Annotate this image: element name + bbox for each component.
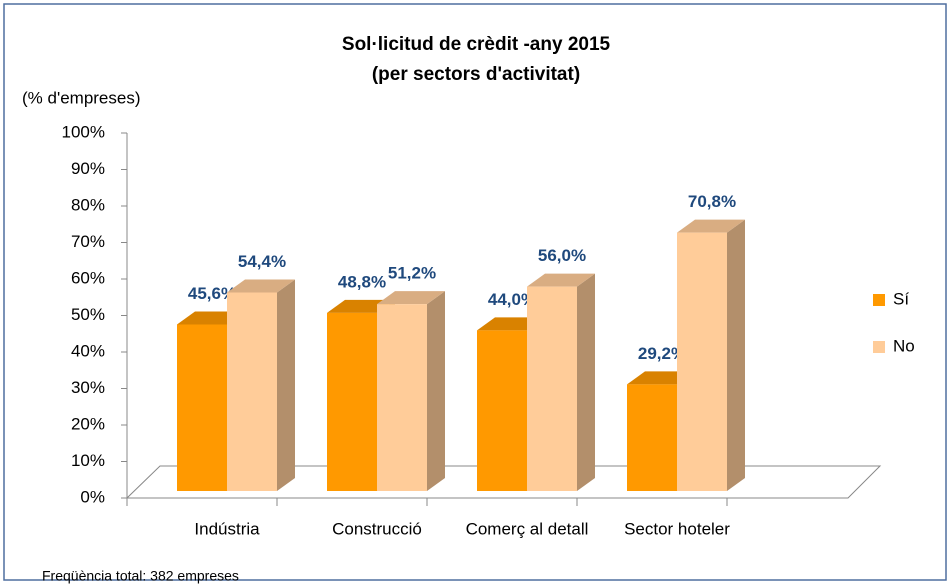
bar-side <box>277 279 295 491</box>
value-label: 45,6% <box>188 284 236 303</box>
bar-front <box>627 384 677 491</box>
x-tick-label: Sector hoteler <box>624 519 730 538</box>
chart-title: Sol·licitud de crèdit -any 2015 <box>342 34 611 55</box>
value-label: 51,2% <box>388 264 436 283</box>
y-tick-label: 60% <box>71 268 105 287</box>
bar-side <box>577 273 595 491</box>
legend-swatch <box>873 294 885 306</box>
x-tick-label: Indústria <box>194 519 260 538</box>
y-tick-label: 20% <box>71 414 105 433</box>
y-tick-label: 30% <box>71 378 105 397</box>
bar-top <box>227 279 295 293</box>
legend-swatch <box>873 341 885 353</box>
bar <box>527 273 595 491</box>
footnote: Freqüència total: 382 empreses <box>42 568 239 584</box>
y-tick-label: 40% <box>71 341 105 360</box>
value-label: 48,8% <box>338 272 386 291</box>
value-label: 54,4% <box>238 252 286 271</box>
bar-front <box>177 324 227 491</box>
bar <box>227 279 295 491</box>
y-tick-label: 50% <box>71 305 105 324</box>
legend-label: Sí <box>893 289 909 308</box>
bar-front <box>227 292 277 491</box>
bar-top <box>527 273 595 287</box>
bar-front <box>527 286 577 491</box>
value-label: 44,0% <box>488 290 536 309</box>
y-tick-label: 100% <box>62 122 105 141</box>
value-label: 56,0% <box>538 246 586 265</box>
floor <box>125 465 882 499</box>
y-tick-label: 0% <box>80 487 105 506</box>
bar-side <box>427 291 445 491</box>
chart-subtitle: (per sectors d'activitat) <box>372 64 580 85</box>
y-tick-label: 80% <box>71 195 105 214</box>
bar <box>677 219 745 491</box>
y-axis-label: (% d'empreses) <box>22 88 141 107</box>
x-tick-label: Comerç al detall <box>466 519 589 538</box>
x-tick-label: Construcció <box>332 519 422 538</box>
bar-front <box>377 304 427 491</box>
bar-top <box>377 291 445 305</box>
bar <box>377 291 445 491</box>
bar-side <box>727 219 745 491</box>
chart-border <box>3 3 947 581</box>
y-tick-label: 10% <box>71 451 105 470</box>
value-label: 29,2% <box>638 344 686 363</box>
bar-front <box>477 330 527 491</box>
bar-front <box>327 312 377 491</box>
value-label: 70,8% <box>688 192 736 211</box>
bar-front <box>677 232 727 491</box>
y-tick-label: 90% <box>71 159 105 178</box>
legend-label: No <box>893 336 915 355</box>
y-tick-label: 70% <box>71 232 105 251</box>
bar-top <box>677 219 745 233</box>
